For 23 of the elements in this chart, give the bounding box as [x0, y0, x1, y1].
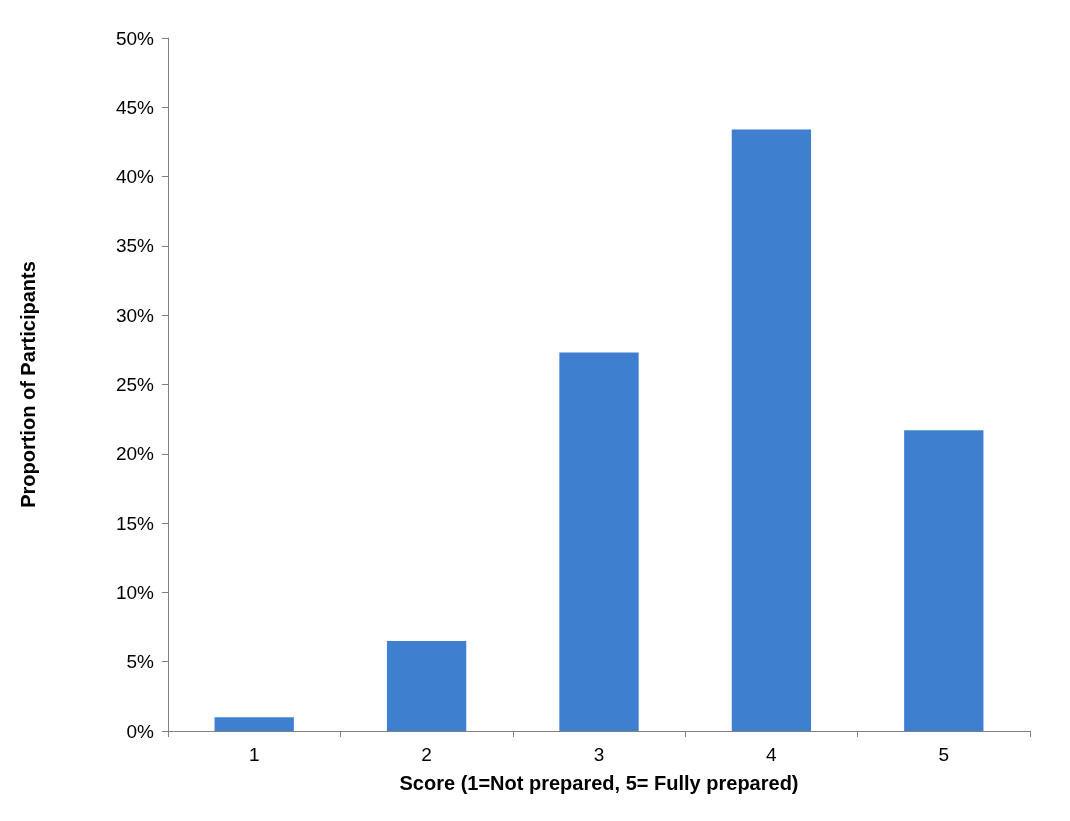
- x-tick-label: 4: [766, 744, 778, 765]
- x-axis-title: Score (1=Not prepared, 5= Fully prepared): [399, 772, 799, 794]
- bar: [731, 129, 812, 731]
- y-axis-title: Proportion of Participants: [17, 261, 39, 508]
- bar: [214, 717, 294, 731]
- y-tick-label: 10%: [115, 581, 155, 603]
- y-tick-label: 0%: [126, 720, 155, 742]
- bar: [559, 352, 639, 731]
- x-tick-label: 3: [593, 744, 605, 765]
- x-tick-label: 2: [421, 744, 432, 765]
- bar: [386, 640, 467, 731]
- y-tick-label: 40%: [115, 166, 155, 188]
- y-tick-label: 50%: [115, 27, 155, 49]
- y-tick-label: 30%: [115, 304, 155, 326]
- bar: [904, 430, 984, 731]
- x-tick-label: 1: [248, 744, 260, 765]
- y-tick-label: 35%: [115, 235, 155, 257]
- y-tick-label: 15%: [115, 512, 155, 534]
- y-tick-label: 25%: [115, 374, 155, 395]
- y-tick-label: 20%: [115, 443, 155, 465]
- y-tick-label: 45%: [115, 96, 155, 118]
- y-tick-label: 5%: [126, 651, 155, 673]
- x-tick-label: 5: [938, 744, 950, 765]
